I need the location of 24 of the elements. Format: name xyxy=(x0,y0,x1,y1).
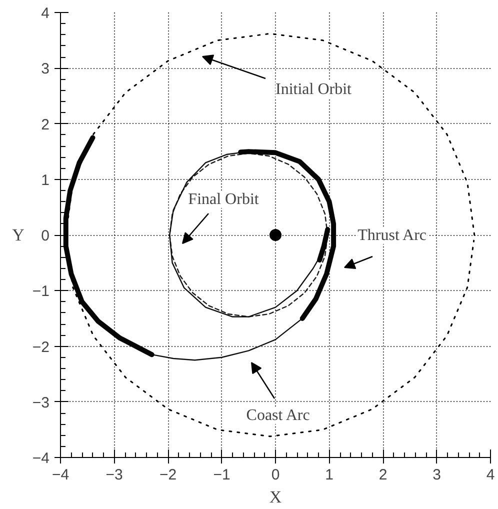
y-tick-label: −3 xyxy=(32,394,50,412)
y-tick-label: −1 xyxy=(32,283,50,300)
y-tick-label: −4 xyxy=(32,450,50,467)
x-tick-label: 4 xyxy=(486,466,495,484)
y-tick-label: 0 xyxy=(41,228,50,244)
x-axis-title: X xyxy=(269,488,282,506)
annotation: Thrust Arc xyxy=(358,227,426,244)
annotation: Initial Orbit xyxy=(276,81,352,98)
y-tick-label: 3 xyxy=(41,60,50,78)
x-tick-label: −3 xyxy=(106,466,123,484)
annotation: Final Orbit xyxy=(188,191,260,208)
y-tick-label: 4 xyxy=(41,5,50,22)
annotation: Coast Arc xyxy=(246,407,310,424)
y-tick-label: 1 xyxy=(41,172,50,189)
x-tick-label: −1 xyxy=(213,466,230,484)
x-tick-label: 1 xyxy=(325,466,334,484)
x-tick-label: 0 xyxy=(271,466,280,484)
x-tick-label: 3 xyxy=(432,466,441,484)
y-tick-label: 2 xyxy=(41,116,50,134)
x-tick-label: −4 xyxy=(52,466,70,484)
x-tick-label: 2 xyxy=(378,466,388,484)
y-axis-title: Y xyxy=(12,226,24,244)
x-tick-label: −2 xyxy=(159,466,177,484)
y-tick-label: −2 xyxy=(32,338,50,356)
